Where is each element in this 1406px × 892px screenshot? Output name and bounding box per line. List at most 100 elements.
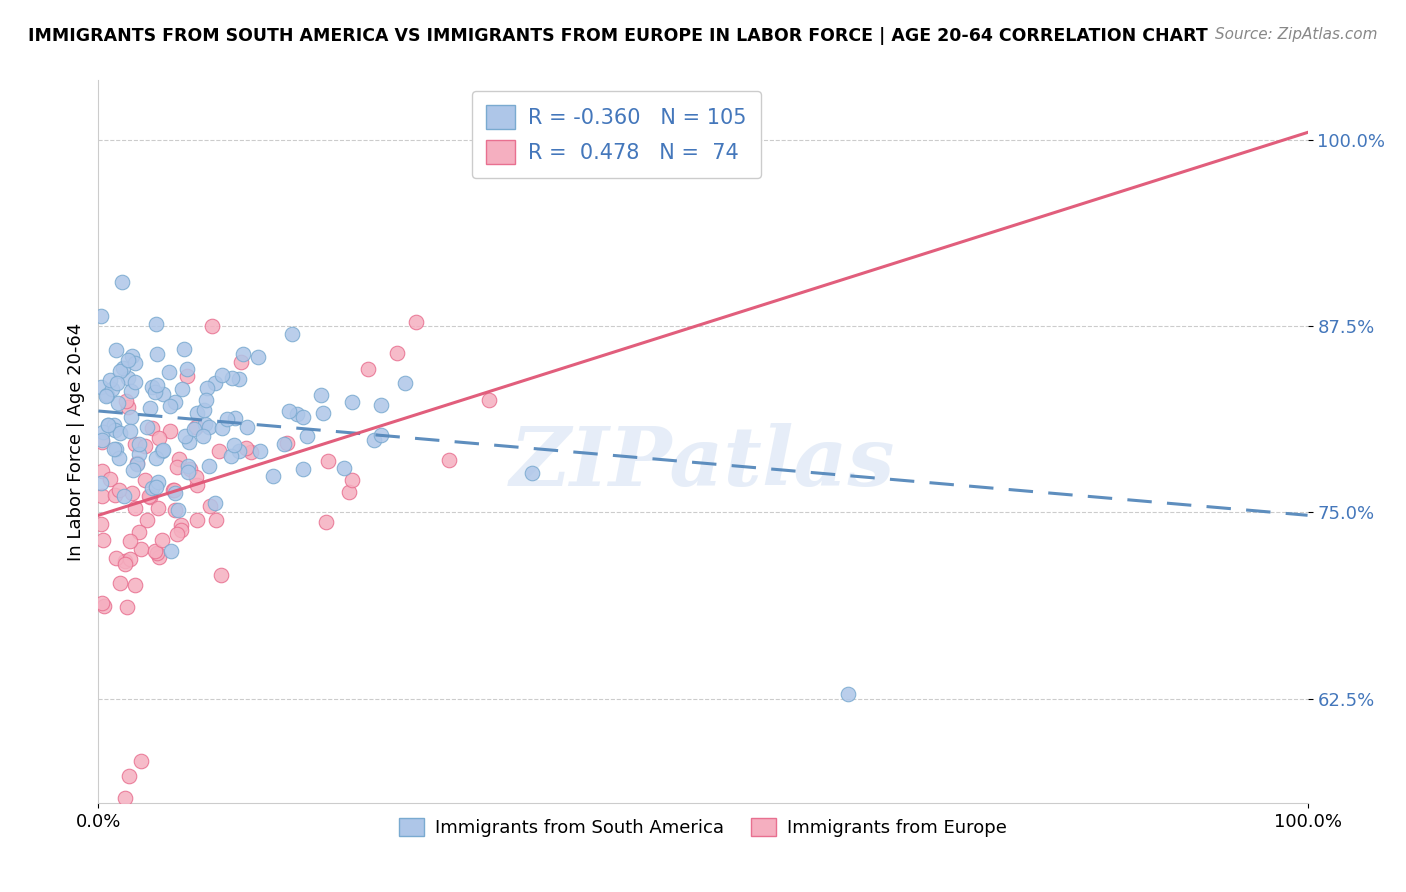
Point: [148, 431, 170, 445]
Point: [201, 319, 224, 334]
Point: [394, 376, 416, 390]
Point: [118, 769, 141, 783]
Point: [120, 384, 142, 399]
Point: [169, 523, 191, 537]
Point: [114, 554, 136, 568]
Point: [101, 382, 124, 396]
Point: [103, 417, 125, 432]
Point: [112, 360, 135, 375]
Point: [134, 473, 156, 487]
Point: [124, 356, 146, 370]
Point: [120, 424, 142, 438]
Point: [136, 420, 159, 434]
Point: [124, 501, 146, 516]
Point: [124, 437, 146, 451]
Point: [112, 490, 135, 504]
Point: [91, 533, 114, 548]
Point: [186, 513, 208, 527]
Point: [152, 442, 174, 457]
Point: [90, 310, 112, 324]
Point: [439, 453, 461, 467]
Point: [120, 409, 142, 424]
Point: [193, 402, 215, 417]
Point: [177, 435, 200, 450]
Point: [170, 382, 193, 396]
Point: [337, 485, 360, 500]
Point: [117, 370, 139, 384]
Legend: Immigrants from South America, Immigrants from Europe: Immigrants from South America, Immigrant…: [392, 811, 1014, 845]
Point: [143, 385, 166, 400]
Point: [370, 428, 392, 442]
Point: [105, 376, 128, 390]
Point: [145, 480, 167, 494]
Point: [108, 425, 131, 440]
Point: [108, 483, 131, 497]
Point: [124, 375, 146, 389]
Point: [247, 350, 270, 364]
Y-axis label: In Labor Force | Age 20-64: In Labor Force | Age 20-64: [66, 322, 84, 561]
Point: [204, 495, 226, 509]
Point: [138, 489, 160, 503]
Point: [145, 317, 167, 331]
Point: [90, 435, 112, 450]
Point: [174, 429, 197, 443]
Point: [191, 429, 214, 443]
Point: [159, 543, 181, 558]
Point: [198, 419, 221, 434]
Point: [108, 364, 131, 378]
Point: [162, 483, 184, 497]
Point: [117, 400, 139, 414]
Point: [90, 489, 112, 503]
Point: [128, 437, 150, 451]
Point: [146, 546, 169, 560]
Point: [311, 388, 333, 402]
Point: [340, 395, 363, 409]
Point: [121, 486, 143, 500]
Point: [121, 349, 143, 363]
Point: [208, 444, 231, 458]
Point: [179, 462, 201, 476]
Point: [115, 394, 138, 409]
Point: [129, 542, 152, 557]
Point: [295, 428, 318, 442]
Point: [141, 421, 163, 435]
Text: IMMIGRANTS FROM SOUTH AMERICA VS IMMIGRANTS FROM EUROPE IN LABOR FORCE | AGE 20-: IMMIGRANTS FROM SOUTH AMERICA VS IMMIGRA…: [28, 27, 1208, 45]
Point: [235, 441, 257, 455]
Point: [204, 376, 226, 391]
Point: [333, 461, 356, 475]
Point: [280, 327, 302, 342]
Text: ZIPatlas: ZIPatlas: [510, 423, 896, 503]
Point: [312, 406, 335, 420]
Point: [105, 343, 128, 357]
Point: [173, 342, 195, 356]
Point: [316, 454, 339, 468]
Point: [146, 475, 169, 489]
Point: [127, 457, 149, 471]
Point: [205, 513, 228, 527]
Point: [103, 442, 125, 457]
Point: [146, 500, 169, 515]
Point: [169, 452, 191, 467]
Text: Source: ZipAtlas.com: Source: ZipAtlas.com: [1215, 27, 1378, 42]
Point: [209, 567, 232, 582]
Point: [166, 527, 188, 541]
Point: [194, 417, 217, 431]
Point: [104, 550, 127, 565]
Point: [292, 462, 315, 476]
Point: [134, 439, 156, 453]
Point: [184, 420, 207, 434]
Point: [118, 552, 141, 566]
Point: [91, 464, 114, 478]
Point: [224, 438, 246, 452]
Point: [278, 403, 301, 417]
Point: [146, 378, 169, 392]
Point: [229, 355, 252, 369]
Point: [117, 353, 139, 368]
Point: [163, 502, 186, 516]
Point: [177, 465, 200, 479]
Point: [143, 544, 166, 558]
Point: [90, 475, 112, 490]
Point: [104, 423, 127, 437]
Point: [211, 368, 233, 383]
Point: [157, 365, 180, 379]
